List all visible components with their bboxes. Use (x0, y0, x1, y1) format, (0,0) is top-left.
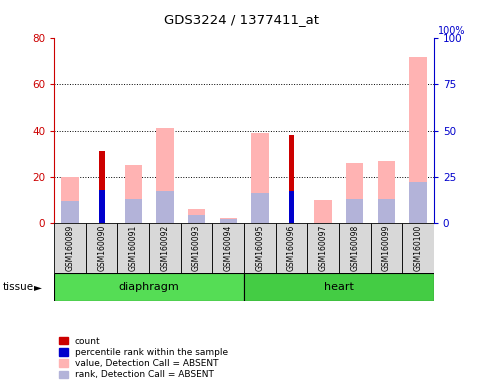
Bar (125, 199, 142, 223)
Bar (251, 133, 269, 223)
Bar (125, 165, 142, 223)
Bar (378, 199, 395, 223)
Bar (378, 161, 395, 223)
Text: GSM160091: GSM160091 (129, 225, 138, 271)
Text: GSM160100: GSM160100 (414, 225, 423, 271)
Bar (315, 200, 332, 223)
Text: GSM160095: GSM160095 (255, 225, 264, 271)
Bar (99, 151, 105, 223)
Bar (276, 223, 307, 273)
Bar (212, 223, 244, 273)
Bar (54, 223, 86, 273)
Bar (244, 273, 434, 301)
Bar (402, 223, 434, 273)
Bar (61, 200, 79, 223)
Text: GDS3224 / 1377411_at: GDS3224 / 1377411_at (164, 13, 319, 26)
Bar (244, 223, 276, 273)
Bar (288, 191, 294, 223)
Text: GSM160098: GSM160098 (350, 225, 359, 271)
Bar (219, 219, 237, 223)
Bar (181, 223, 212, 273)
Bar (307, 223, 339, 273)
Bar (188, 215, 205, 223)
Text: tissue: tissue (2, 282, 34, 292)
Text: ►: ► (34, 282, 41, 292)
Bar (188, 209, 205, 223)
Bar (99, 190, 105, 223)
Legend: count, percentile rank within the sample, value, Detection Call = ABSENT, rank, : count, percentile rank within the sample… (59, 337, 228, 379)
Bar (251, 193, 269, 223)
Bar (409, 57, 427, 223)
Text: GSM160093: GSM160093 (192, 225, 201, 271)
Bar (409, 182, 427, 223)
Text: diaphragm: diaphragm (119, 282, 179, 292)
Text: 100%: 100% (438, 26, 465, 36)
Bar (149, 223, 181, 273)
Text: GSM160092: GSM160092 (160, 225, 170, 271)
Text: GSM160090: GSM160090 (97, 225, 106, 271)
Bar (339, 223, 371, 273)
Bar (117, 223, 149, 273)
Bar (288, 135, 294, 223)
Bar (156, 191, 174, 223)
Text: GSM160096: GSM160096 (287, 225, 296, 271)
Bar (61, 177, 79, 223)
Text: GSM160099: GSM160099 (382, 225, 391, 271)
Bar (371, 223, 402, 273)
Bar (86, 223, 117, 273)
Bar (346, 199, 363, 223)
Text: GSM160097: GSM160097 (318, 225, 328, 271)
Bar (219, 218, 237, 223)
Bar (156, 128, 174, 223)
Bar (54, 273, 244, 301)
Bar (346, 163, 363, 223)
Text: GSM160089: GSM160089 (66, 225, 74, 271)
Text: GSM160094: GSM160094 (224, 225, 233, 271)
Text: heart: heart (324, 282, 354, 292)
